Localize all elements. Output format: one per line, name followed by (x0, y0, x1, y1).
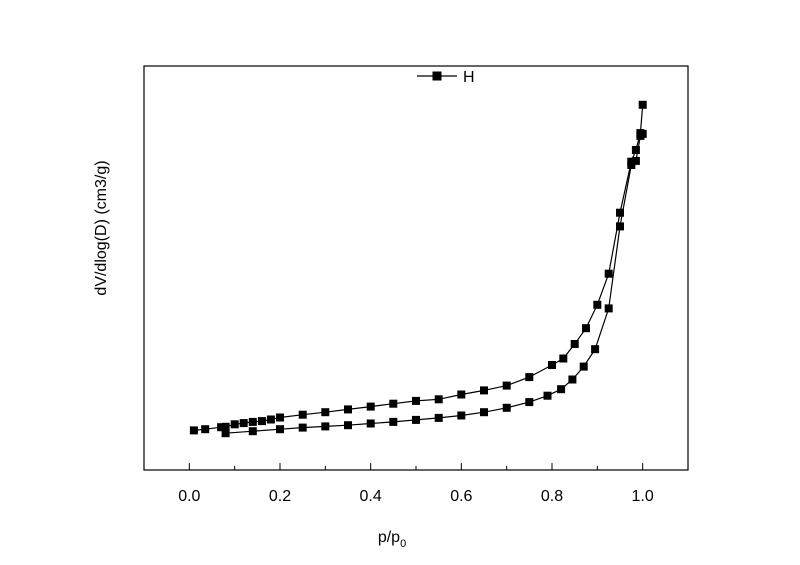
data-point-desorption (631, 146, 640, 154)
x-axis-title-main: p/p (378, 529, 400, 546)
x-axis-ticks (143, 463, 689, 470)
data-point-adsorption (591, 345, 600, 354)
data-point-desorption (257, 417, 266, 426)
data-point-desorption (201, 425, 210, 434)
data-point-desorption (221, 422, 230, 431)
data-point-adsorption (543, 391, 552, 400)
data-point-desorption (434, 395, 443, 404)
data-point-adsorption (344, 421, 352, 430)
data-point-adsorption (525, 398, 534, 407)
data-point-desorption (266, 415, 275, 424)
data-point-desorption (230, 420, 239, 429)
x-axis-title-subscript: 0 (400, 538, 406, 550)
data-point-adsorption (616, 222, 624, 231)
x-tick-label: 0.6 (450, 488, 472, 505)
data-point-adsorption (604, 304, 613, 313)
data-point-adsorption (412, 415, 420, 424)
data-point-desorption (321, 408, 330, 417)
x-tick-label: 0.4 (360, 488, 382, 505)
data-point-adsorption (221, 429, 230, 438)
x-tick-label: 1.0 (632, 488, 654, 505)
data-point-desorption (248, 417, 257, 426)
data-point-desorption (457, 390, 466, 399)
data-point-desorption (582, 324, 590, 333)
data-point-adsorption (557, 385, 566, 394)
data-point-desorption (239, 419, 248, 428)
data-point-desorption (525, 373, 534, 382)
data-point-desorption (616, 208, 624, 217)
data-point-desorption (412, 396, 420, 405)
data-point-adsorption (502, 403, 511, 412)
data-point-desorption (638, 100, 647, 109)
data-point-desorption (604, 269, 613, 278)
data-point-desorption (570, 340, 579, 348)
x-tick-label: 0.8 (541, 488, 563, 505)
data-point-desorption (276, 413, 284, 422)
data-point-adsorption (321, 422, 330, 431)
data-point-adsorption (366, 419, 375, 428)
x-tick-label: 0.0 (178, 488, 200, 505)
data-point-desorption (593, 300, 602, 309)
data-point-desorption (548, 361, 556, 369)
data-point-desorption (636, 129, 645, 138)
legend: H (417, 69, 475, 86)
data-point-adsorption (457, 411, 466, 420)
legend-marker-square (432, 71, 442, 81)
data-point-desorption (559, 354, 568, 363)
data-point-adsorption (480, 408, 488, 417)
data-point-adsorption (298, 423, 307, 432)
data-point-desorption (217, 423, 226, 432)
data-point-desorption (344, 405, 352, 414)
data-point-desorption (389, 399, 398, 408)
series-line-adsorption (225, 133, 644, 434)
legend-label: H (463, 69, 475, 86)
data-point-adsorption (434, 413, 443, 422)
data-point-adsorption (389, 417, 398, 426)
data-point-desorption (502, 381, 511, 390)
data-point-desorption (480, 386, 488, 395)
data-point-adsorption (579, 362, 588, 371)
data-point-desorption (189, 426, 198, 435)
x-axis-tick-labels: 0.0 0.2 0.4 0.6 0.8 1.0 (178, 488, 654, 505)
data-point-adsorption (568, 375, 577, 384)
plot-frame (143, 65, 689, 471)
data-point-desorption (627, 157, 636, 166)
y-axis-title: dV/dlog(D) (cm3/g) (93, 160, 110, 295)
data-point-adsorption (631, 156, 640, 165)
series-layer (189, 100, 647, 438)
data-point-desorption (366, 402, 375, 411)
data-point-adsorption (248, 427, 257, 436)
x-axis-title: p/p0 (378, 529, 406, 550)
data-point-adsorption (276, 425, 284, 434)
data-point-desorption (298, 410, 307, 419)
x-tick-label: 0.2 (269, 488, 291, 505)
